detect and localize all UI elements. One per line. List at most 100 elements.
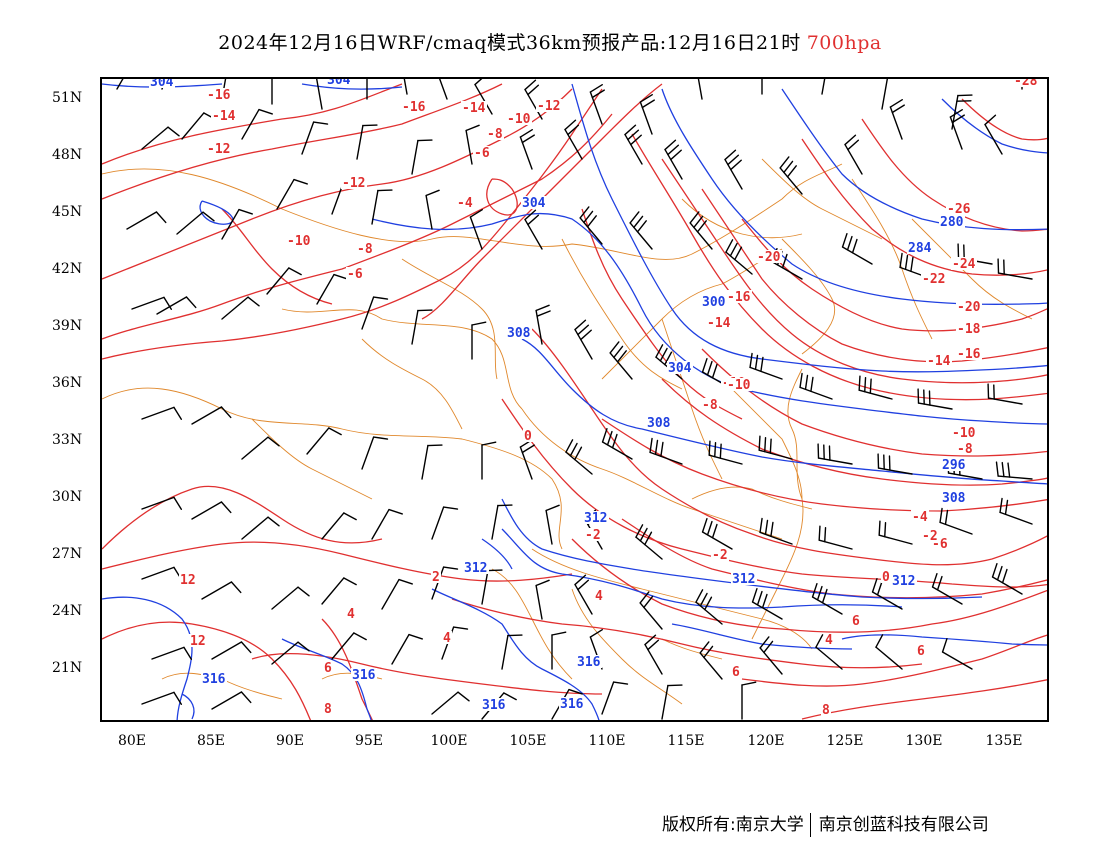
contour-label: 6	[324, 661, 332, 676]
contour-label: -26	[947, 202, 971, 217]
wind-barb	[201, 581, 242, 600]
wind-barb	[551, 631, 567, 670]
contour-label: -20	[757, 250, 781, 265]
contour-label: -2	[712, 548, 728, 563]
wind-barb	[241, 436, 280, 460]
longitude-tick-label: 120E	[747, 733, 785, 749]
wind-barb	[211, 691, 252, 710]
wind-barb	[411, 139, 433, 175]
wind-barb	[241, 516, 280, 540]
wind-barb	[331, 632, 367, 660]
wind-barb	[276, 178, 308, 210]
contour-label: 0	[524, 429, 532, 444]
wind-barb	[361, 436, 389, 470]
wind-barb	[999, 497, 1033, 525]
contour-label: -10	[727, 378, 751, 393]
wind-barb	[465, 124, 480, 165]
contour-label-background	[346, 267, 364, 280]
wind-barb	[221, 208, 253, 240]
contour-label: -8	[957, 442, 973, 457]
wind-barb	[141, 126, 180, 150]
wind-barb	[191, 501, 232, 520]
contour-label-background	[956, 347, 982, 360]
copyright-company: 南京创蓝科技有限公司	[818, 815, 989, 835]
wind-barb	[749, 352, 783, 380]
contour-label: -12	[342, 176, 365, 191]
contour-label-background	[701, 398, 719, 411]
wind-barb	[941, 638, 973, 670]
contour-label: 4	[443, 631, 451, 646]
contour-label-background	[326, 79, 352, 86]
contour-label-background	[911, 510, 929, 523]
contour-label-background	[951, 426, 977, 439]
contour-label: 312	[584, 511, 607, 526]
temperature-contours	[102, 83, 1047, 720]
contour-label: 0	[882, 570, 890, 585]
chart-title: 2024年12月16日WRF/cmaq模式36km预报产品:12月16日21时 7…	[0, 28, 1100, 55]
contour-label-background	[726, 378, 752, 391]
longitude-tick-label: 95E	[354, 733, 384, 749]
contour-label: 316	[202, 672, 226, 687]
wind-barb	[471, 321, 487, 360]
wind-barb	[271, 79, 273, 105]
contour-label-background	[726, 290, 752, 303]
latitude-tick-label: 30N	[52, 489, 83, 505]
contour-value-labels: 304 304 304 300 308 304 308 312 312 312 316 316 316 3…	[149, 79, 1039, 718]
wind-barb	[579, 206, 603, 245]
wind-barb	[356, 124, 378, 160]
contour-label-background	[881, 570, 891, 583]
wind-barb	[871, 578, 903, 610]
contour-label: -16	[402, 100, 426, 115]
contour-label-background	[576, 655, 602, 668]
footer-divider	[809, 813, 811, 837]
contour-label: -14	[707, 316, 731, 331]
wind-barb	[221, 296, 260, 320]
wind-barb	[877, 453, 913, 475]
wind-barb	[391, 633, 423, 665]
wind-barb	[811, 583, 843, 615]
contour-label-background	[486, 127, 504, 140]
latitude-tick-label: 51N	[52, 90, 83, 106]
contour-label-background	[821, 703, 831, 716]
wind-barb	[699, 641, 723, 680]
wind-barb	[431, 566, 459, 600]
contour-label: -14	[927, 354, 951, 369]
wind-barb	[917, 388, 953, 410]
contour-label: 304	[327, 79, 351, 88]
wind-barb	[366, 79, 368, 100]
contour-label: -16	[207, 88, 231, 103]
contour-label: -14	[212, 109, 236, 124]
wind-barb	[131, 296, 173, 310]
contour-label-background	[851, 614, 861, 627]
contour-label-background	[646, 416, 672, 429]
wind-barb	[361, 296, 389, 330]
longitude-tick-label: 110E	[588, 733, 626, 749]
contour-label-background	[559, 697, 585, 710]
latitude-tick-label: 39N	[52, 318, 83, 334]
contour-label: 12	[190, 634, 206, 649]
contour-label: 12	[180, 573, 196, 588]
wind-barb	[535, 579, 550, 620]
contour-label-background	[956, 322, 982, 335]
height-contours	[102, 83, 1047, 720]
wind-barb	[421, 444, 443, 480]
wind-barb	[697, 79, 703, 100]
latitude-tick-label: 42N	[52, 261, 83, 277]
wind-barb	[889, 98, 905, 140]
wind-barb	[176, 211, 215, 235]
wind-barb	[997, 258, 1033, 280]
contour-label: 316	[482, 698, 506, 713]
longitude-tick-label: 115E	[667, 733, 705, 749]
contour-label: -4	[457, 196, 473, 211]
wind-barb	[524, 79, 543, 120]
contour-label-background	[456, 196, 474, 209]
wind-barb	[431, 506, 459, 540]
contour-label: -10	[507, 112, 531, 127]
contour-label-background	[916, 644, 926, 657]
wind-barb	[491, 504, 513, 540]
wind-barb	[931, 573, 963, 605]
wind-barb	[635, 524, 663, 560]
wind-barb	[639, 591, 663, 630]
wind-barb	[987, 383, 1023, 405]
longitude-tick-label: 125E	[826, 733, 864, 749]
